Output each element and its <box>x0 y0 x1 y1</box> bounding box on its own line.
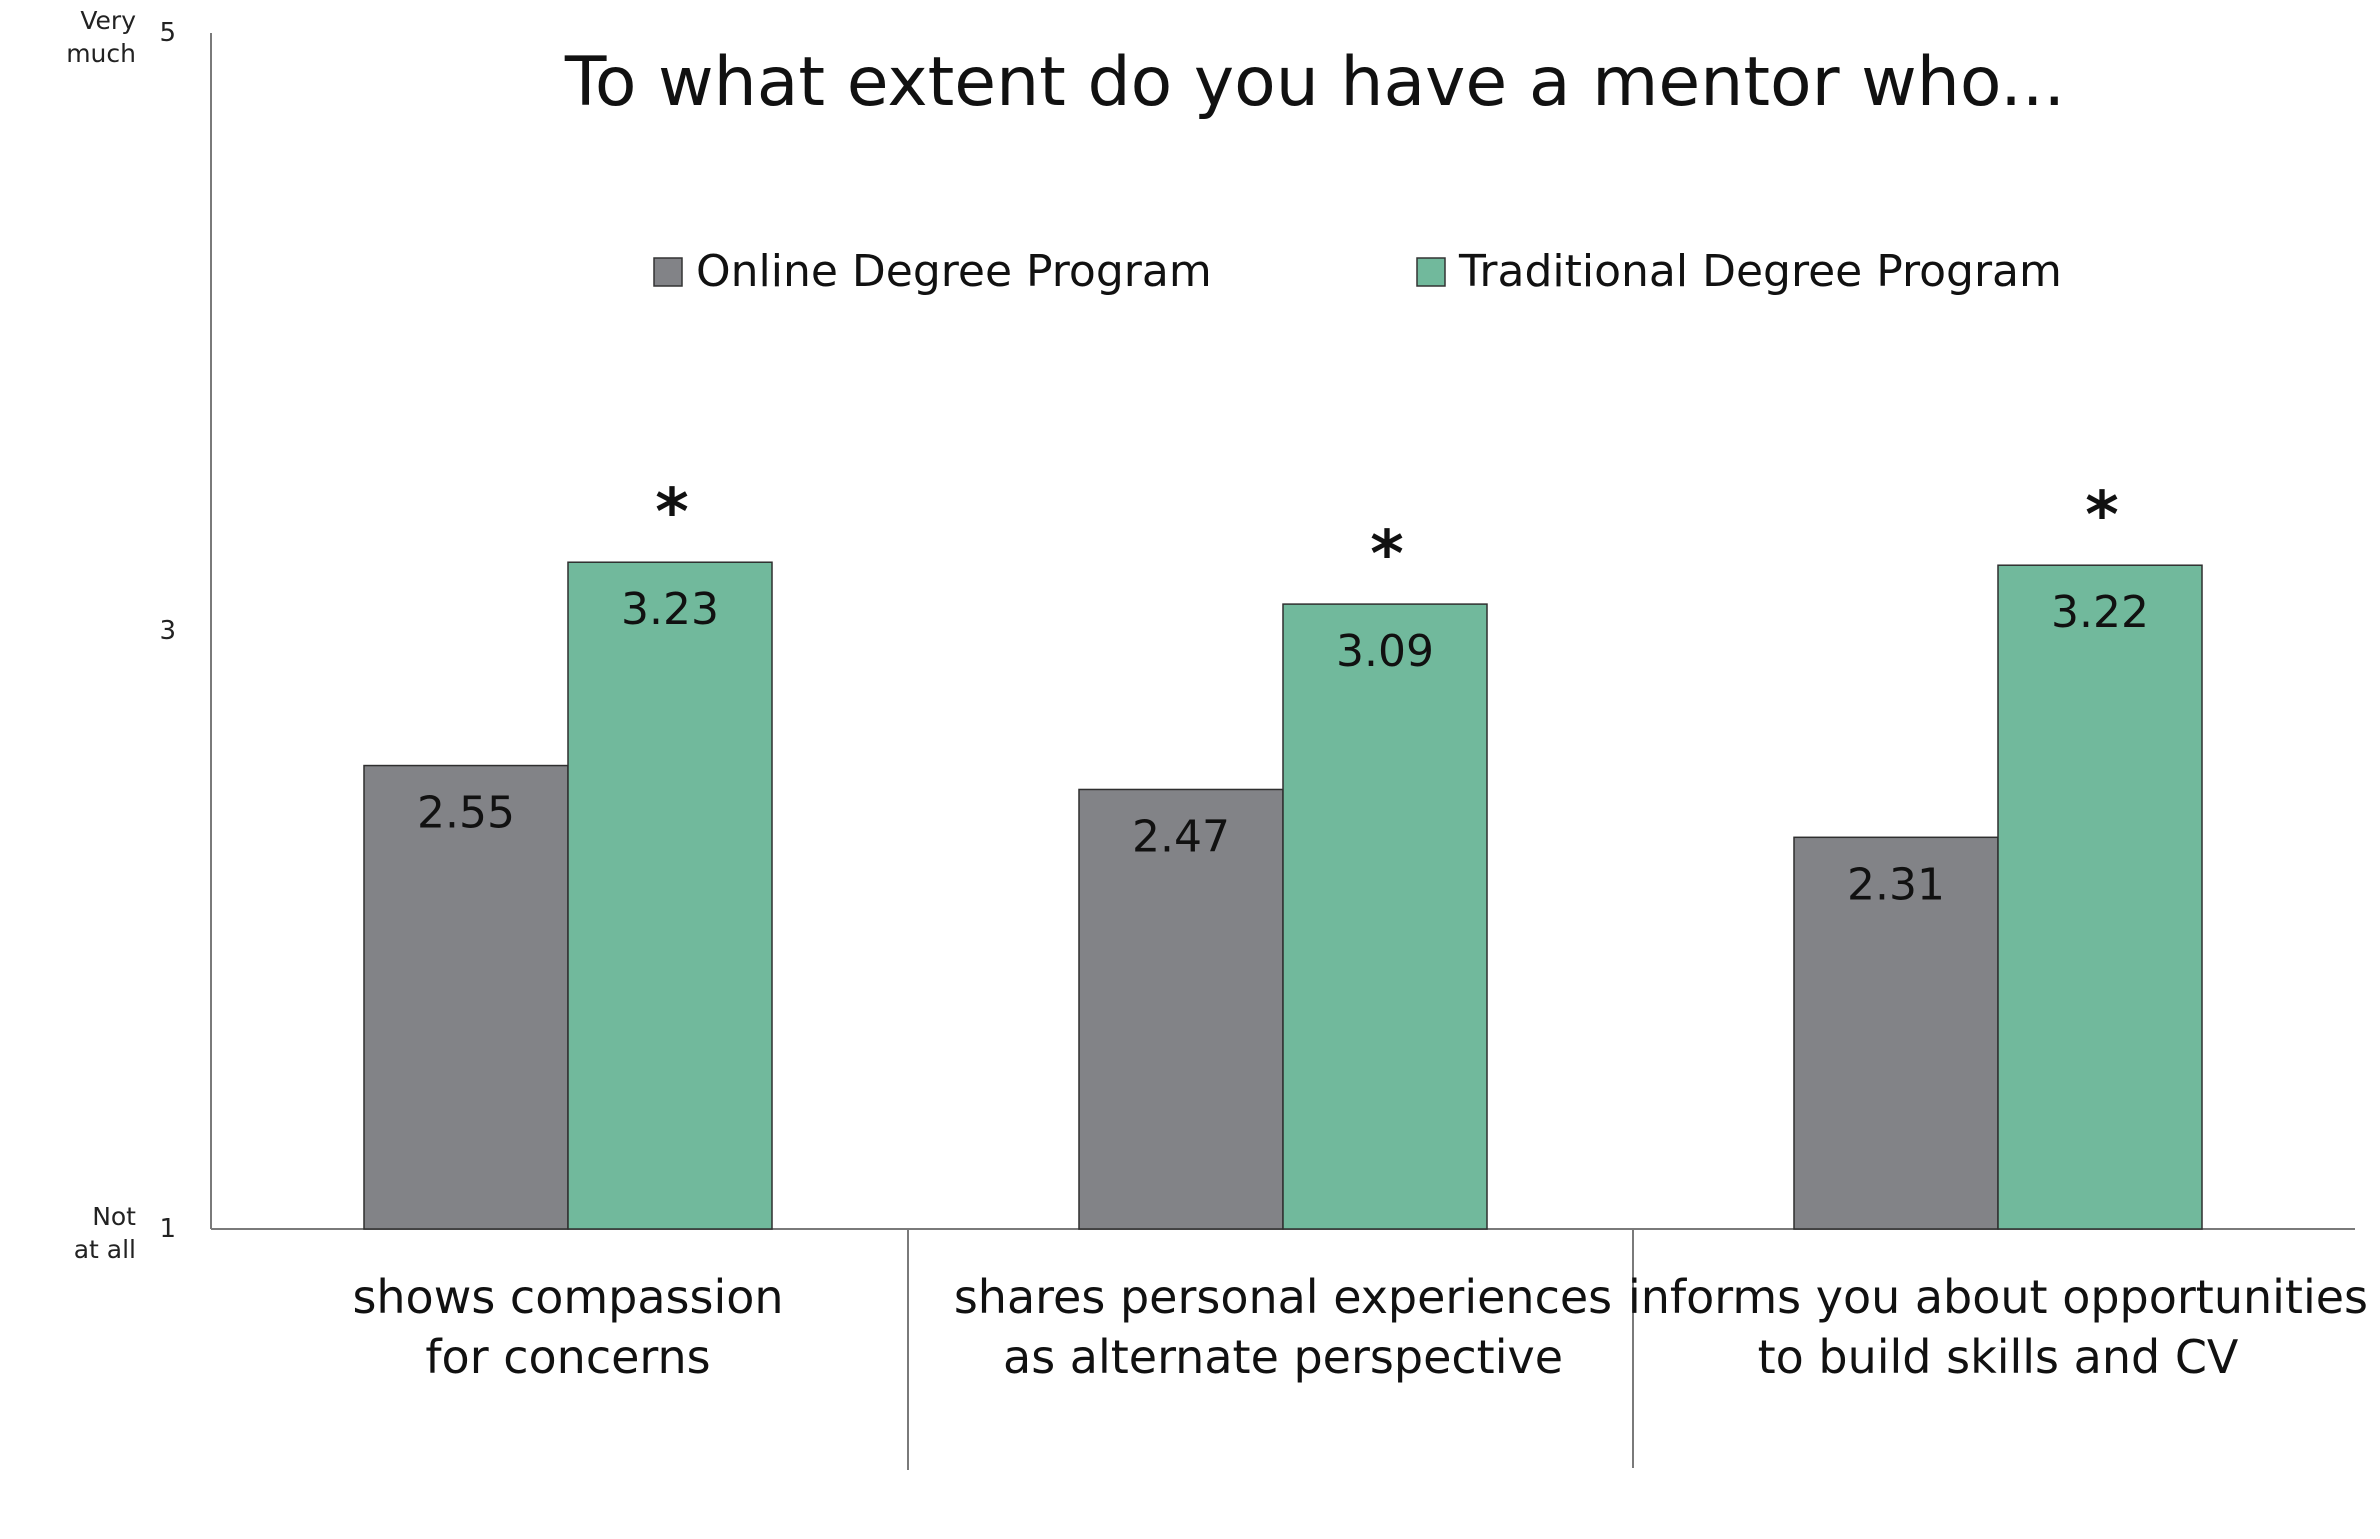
y-tick-label: 5 <box>159 18 176 48</box>
x-tick-label: for concerns <box>425 1330 710 1384</box>
significance-asterisk: * <box>2085 479 2118 553</box>
legend-swatch <box>1416 257 1446 287</box>
bar <box>1793 836 1999 1230</box>
bars <box>363 561 2203 1230</box>
bar <box>363 764 569 1230</box>
legend-label: Online Degree Program <box>696 246 1212 297</box>
x-tick-label: informs you about opportunities <box>1628 1270 2368 1324</box>
bar-value-label: 3.22 <box>2051 587 2149 638</box>
bar-value-label: 2.55 <box>417 788 515 839</box>
legend-label: Traditional Degree Program <box>1458 246 2062 297</box>
bar-value-label: 3.09 <box>1336 626 1434 677</box>
labels: 5 Very much 3 1 Not at all To what extent do yo… <box>66 6 2368 1384</box>
x-tick-label: to build skills and CV <box>1758 1330 2239 1384</box>
bar-value-label: 3.23 <box>621 584 719 635</box>
bar <box>1282 603 1488 1230</box>
significance-asterisk: * <box>1370 518 1403 592</box>
bar <box>1078 788 1284 1230</box>
bar <box>1997 564 2203 1230</box>
x-tick-label: shares personal experiences <box>954 1270 1612 1324</box>
x-tick-label: as alternate perspective <box>1003 1330 1563 1384</box>
bar-value-label: 2.31 <box>1847 859 1945 910</box>
y-tick-label: 1 <box>159 1214 176 1244</box>
chart-title: To what extent do you have a mentor who.… <box>564 43 2065 122</box>
bar <box>567 561 773 1230</box>
significance-asterisk: * <box>655 476 688 550</box>
bar-value-label: 2.47 <box>1132 811 1230 862</box>
y-anchor-label: Not at all <box>74 1202 136 1264</box>
x-tick-label: shows compassion <box>352 1270 783 1324</box>
legend-swatch <box>653 257 683 287</box>
y-anchor-label: Very much <box>66 6 136 68</box>
y-tick-label: 3 <box>159 616 176 646</box>
